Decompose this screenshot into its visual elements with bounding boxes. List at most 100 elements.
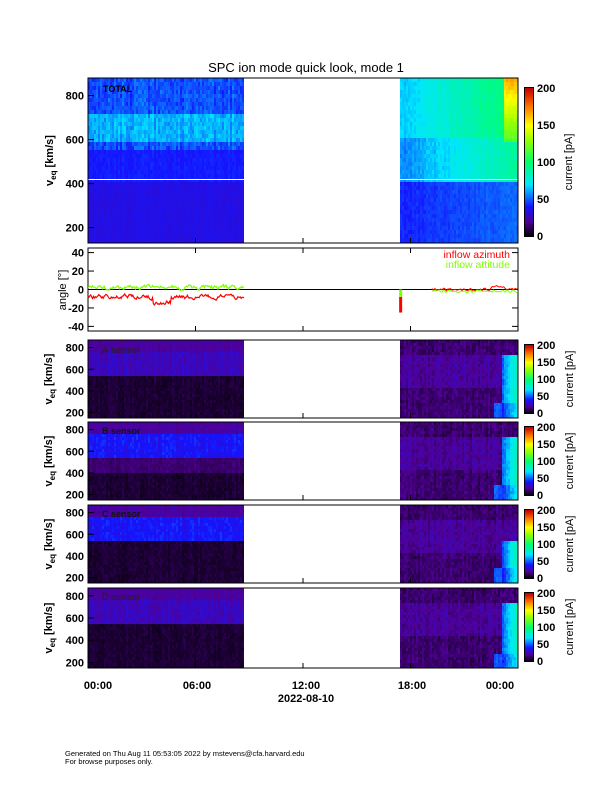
b-sensor-spectrogram [88, 422, 518, 500]
colorbar-d [524, 592, 534, 662]
c-sensor-spectrogram [88, 505, 518, 583]
panel-frame [87, 421, 519, 501]
y-tick-label: 400 [66, 635, 84, 647]
y-tick-label: 400 [66, 551, 84, 563]
colorbar-tick-label: 150 [537, 605, 555, 617]
y-axis-label-ylabel-unit: [km/s] [43, 435, 55, 468]
y-tick-label: 40 [72, 248, 84, 260]
colorbar-tick-label: 100 [537, 539, 555, 551]
colorbar-tick-label: 50 [537, 556, 549, 568]
y-tick-label: 800 [66, 591, 84, 603]
y-axis-label-ylabel-sub: eq [48, 471, 57, 480]
y-tick-label: -20 [68, 303, 84, 315]
chart-title: SPC ion mode quick look, mode 1 [208, 60, 404, 75]
y-tick-label: 600 [66, 529, 84, 541]
y-tick-label: 0 [78, 285, 84, 297]
colorbar-tick-label: 0 [537, 573, 543, 585]
series-late-line [431, 289, 519, 294]
panel-frame [87, 339, 519, 419]
y-tick-label: 200 [66, 573, 84, 585]
y-axis-label: veq [km/s] [43, 518, 57, 569]
y-axis-label-ylabel-sub: eq [48, 638, 57, 647]
colorbar-tick-label: 50 [537, 473, 549, 485]
colorbar-tick-label: 50 [537, 639, 549, 651]
colorbar-tick-label: 50 [537, 391, 549, 403]
colorbar-a [524, 344, 534, 414]
colorbar-tick-label: 150 [537, 522, 555, 534]
colorbar-tick-label: 200 [537, 505, 555, 517]
y-tick-label: 600 [66, 446, 84, 458]
colorbar-tick-label: 0 [537, 490, 543, 502]
d-sensor-spectrogram [88, 588, 518, 668]
legend-azimuth: inflow azimuth [443, 249, 510, 261]
y-tick-label: 200 [66, 408, 84, 420]
x-tick-label: 00:00 [486, 680, 514, 692]
y-tick-label: 400 [66, 468, 84, 480]
total-spectrogram [88, 78, 518, 243]
colorbar-tick-label: 200 [537, 422, 555, 434]
y-axis-label-ylabel-unit: [km/s] [43, 602, 55, 635]
colorbar-label: current [pA] [564, 599, 576, 656]
colorbar-tick-label: 150 [537, 120, 555, 132]
colorbar-c [524, 509, 534, 579]
y-tick-label: 800 [66, 91, 84, 103]
panel-label-b: B sensor [102, 426, 141, 436]
y-axis-label-ylabel-sub: eq [48, 389, 57, 398]
a-sensor-spectrogram [88, 340, 518, 418]
y-axis-label: veq [km/s] [43, 353, 57, 404]
x-tick-label: 12:00 [292, 680, 320, 692]
y-tick-label: 600 [66, 135, 84, 147]
x-tick-label: 00:00 [84, 680, 112, 692]
y-tick-label: 600 [66, 364, 84, 376]
legend-attitude: inflow attitude [446, 259, 510, 271]
panel-label-a: A sensor [102, 345, 141, 355]
y-axis-label-ylabel: v [43, 646, 55, 653]
y-axis-label-ylabel-unit: [km/s] [43, 518, 55, 551]
colorbar-total [524, 87, 534, 237]
y-axis-label-ylabel: v [43, 479, 55, 486]
colorbar-label: current [pA] [564, 516, 576, 573]
y-axis-label-ylabel-sub: eq [49, 170, 58, 179]
y-tick-label: -40 [68, 321, 84, 333]
y-axis-label-ylabel: v [43, 397, 55, 404]
series-inflow-attitude-line [87, 283, 245, 292]
y-tick-label: 400 [66, 386, 84, 398]
y-axis-label-ylabel: v [44, 179, 56, 186]
colorbar-tick-label: 100 [537, 157, 555, 169]
y-tick-label: 200 [66, 657, 84, 669]
y-axis-label-ylabel-unit: [km/s] [43, 353, 55, 386]
y-axis-label: veq [km/s] [43, 602, 57, 653]
y-axis-label: veq [km/s] [43, 435, 57, 486]
colorbar-tick-label: 0 [537, 656, 543, 668]
y-tick-label: 200 [66, 223, 84, 235]
colorbar-tick-label: 200 [537, 588, 555, 600]
colorbar-tick-label: 0 [537, 231, 543, 243]
y-axis-label: veq [km/s] [44, 135, 58, 186]
colorbar-tick-label: 100 [537, 456, 555, 468]
y-axis-label-ylabel-sub: eq [48, 554, 57, 563]
colorbar-tick-label: 200 [537, 340, 555, 352]
colorbar-tick-label: 150 [537, 357, 555, 369]
y-tick-label: 20 [72, 266, 84, 278]
colorbar-tick-label: 0 [537, 408, 543, 420]
x-tick-label: 06:00 [183, 680, 211, 692]
colorbar-b [524, 426, 534, 496]
footer-browse: For browse purposes only. [65, 757, 153, 766]
colorbar-label: current [pA] [564, 351, 576, 408]
y-axis-label-ylabel-unit: [km/s] [44, 135, 56, 168]
y-tick-label: 400 [66, 179, 84, 191]
y-tick-label: 800 [66, 343, 84, 355]
panel-frame [87, 504, 519, 584]
y-axis-label-ylabel: v [43, 562, 55, 569]
colorbar-tick-label: 100 [537, 622, 555, 634]
y-tick-label: 800 [66, 425, 84, 437]
panel-label-c: C sensor [102, 509, 141, 519]
series-inflow-azimuth-line [87, 292, 245, 307]
y-tick-label: 200 [66, 490, 84, 502]
y-tick-label: 800 [66, 508, 84, 520]
panel-label-d: D sensor [102, 592, 141, 602]
colorbar-tick-label: 150 [537, 439, 555, 451]
colorbar-tick-label: 200 [537, 83, 555, 95]
colorbar-tick-label: 100 [537, 374, 555, 386]
